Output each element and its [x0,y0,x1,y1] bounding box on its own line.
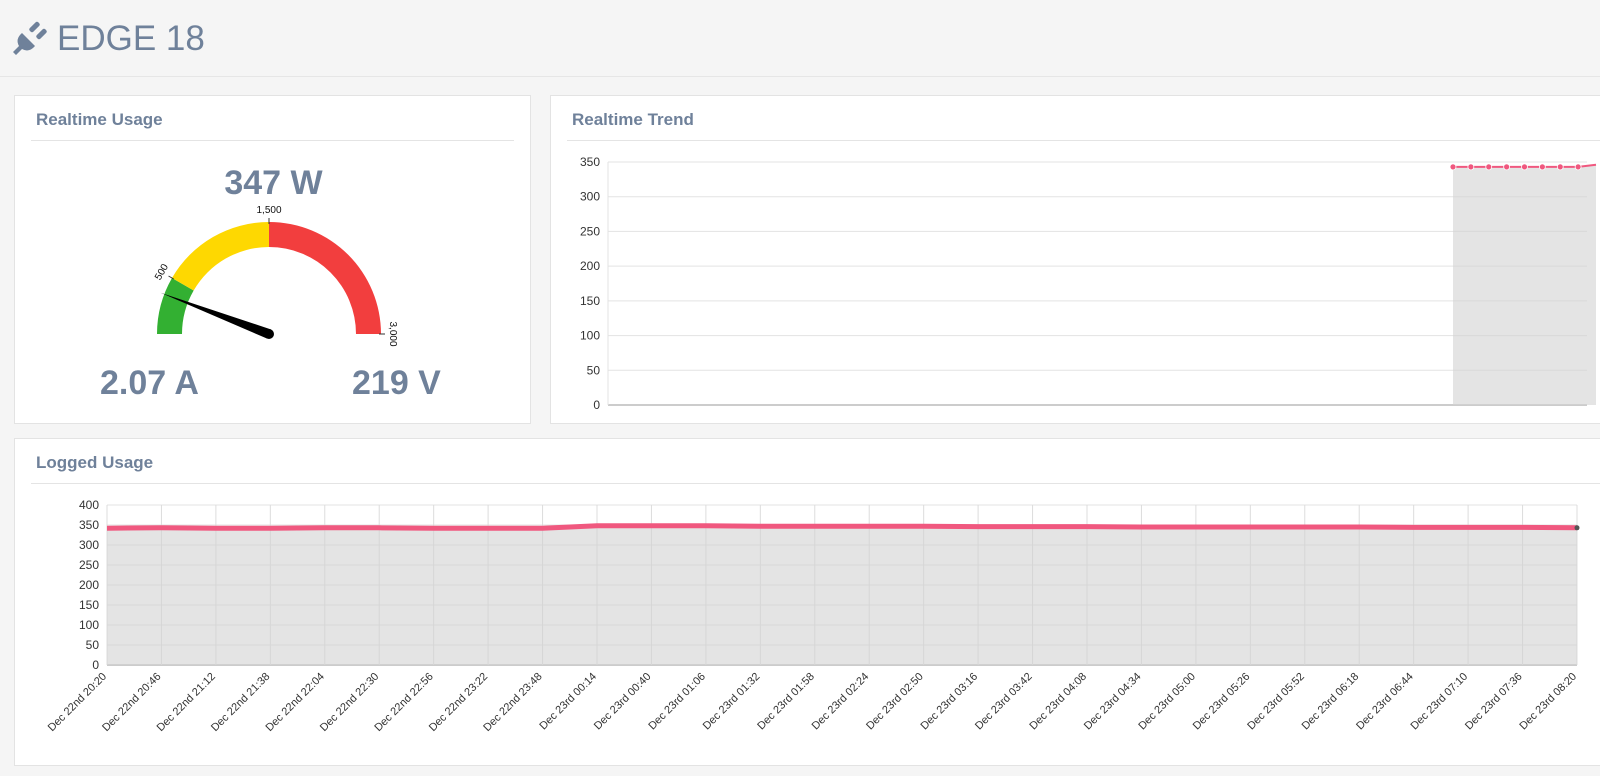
data-point [1485,163,1493,171]
x-tick-label: Dec 22nd 21:38 [209,671,272,734]
x-tick-label: Dec 23rd 02:50 [864,671,926,733]
data-point [1521,163,1528,171]
y-tick-label: 150 [580,294,600,308]
gauge-needle-hub [264,329,274,339]
x-tick-label: Dec 23rd 01:06 [646,671,708,733]
data-point [1449,163,1457,171]
realtime-usage-title: Realtime Usage [36,110,163,129]
divider [567,140,1600,141]
gauge-band-1 [172,222,269,291]
x-tick-label: Dec 22nd 22:56 [372,671,435,734]
gauge-needle [160,292,271,339]
y-tick-label: 300 [79,538,99,552]
x-tick-label: Dec 22nd 20:20 [46,671,109,734]
y-tick-label: 0 [92,658,99,672]
y-tick-label: 250 [580,224,600,238]
realtime-trend-panel: Realtime Trend 0 50 100 150 200 250 300 350 [550,95,1600,424]
area-fill [1453,164,1596,405]
x-tick-label: Dec 23rd 06:44 [1354,671,1416,733]
realtime-trend-chart: 0 50 100 150 200 250 300 350 [580,155,1597,412]
logged-usage-title: Logged Usage [36,453,154,472]
gauge-band-2 [269,222,381,334]
realtime-usage-panel: Realtime Usage 347 W 500 1,500 3,000 2.07 … [14,95,531,424]
x-tick-label: Dec 22nd 20:46 [100,671,163,734]
data-point [1556,163,1564,171]
plug-icon [13,21,47,55]
x-tick-label: Dec 23rd 01:32 [701,671,763,733]
x-tick-label: Dec 22nd 23:22 [427,671,490,734]
x-tick-label: Dec 23rd 00:14 [537,671,599,733]
x-tick-label: Dec 23rd 05:00 [1136,671,1198,733]
y-tick-label: 350 [79,518,99,532]
y-tick-label: 250 [79,558,99,572]
x-tick-label: Dec 23rd 04:34 [1082,671,1144,733]
x-tick-label: Dec 23rd 05:26 [1191,671,1253,733]
x-tick-label: Dec 23rd 06:18 [1300,671,1362,733]
x-tick-label: Dec 23rd 07:36 [1463,671,1525,733]
x-tick-label: Dec 22nd 23:48 [481,671,544,734]
x-tick-label: Dec 23rd 03:42 [973,671,1035,733]
data-point [1538,163,1546,171]
x-tick-label: Dec 22nd 21:12 [155,671,218,734]
y-tick-label: 400 [79,498,99,512]
gauge-tick-label: 3,000 [387,321,398,346]
realtime-trend-title: Realtime Trend [572,110,694,129]
page-header: EDGE 18 [0,0,1600,77]
y-tick-label: 150 [79,598,99,612]
power-readout: 347 W [224,164,323,202]
y-tick-label: 100 [79,618,99,632]
gauge-tick-label: 500 [153,262,171,282]
y-tick-label: 100 [580,329,600,343]
x-tick-label: Dec 23rd 07:10 [1409,671,1471,733]
data-point [1574,163,1582,171]
x-tick-label: Dec 23rd 04:08 [1027,671,1089,733]
power-gauge: 500 1,500 3,000 [153,205,398,347]
y-tick-label: 350 [580,155,600,169]
x-tick-label: Dec 22nd 22:30 [318,671,381,734]
y-tick-label: 300 [580,190,600,204]
data-point [1503,163,1511,171]
logged-usage-panel: Logged Usage 0 50 100 150 200 250 300 350 400 Dec… [14,438,1600,766]
x-tick-label: Dec 23rd 02:24 [810,671,872,733]
gauge-tick-label: 1,500 [256,205,281,216]
y-tick-label: 0 [593,398,600,412]
voltage-readout: 219 V [352,364,441,402]
y-tick-label: 200 [79,578,99,592]
area-fill [107,525,1577,665]
x-tick-label: Dec 23rd 00:40 [592,671,654,733]
y-tick-label: 200 [580,259,600,273]
x-tick-label: Dec 23rd 08:20 [1517,671,1579,733]
page-title: EDGE 18 [57,19,205,58]
gauge-band-0 [157,278,194,334]
divider [31,483,1600,484]
data-point-end [1574,525,1580,531]
x-tick-label: Dec 22nd 22:04 [263,671,326,734]
gauge-tick [168,275,174,280]
y-tick-label: 50 [86,638,100,652]
data-point [1467,163,1475,171]
y-tick-label: 50 [587,363,601,377]
series-line [106,523,1578,531]
x-tick-label: Dec 23rd 05:52 [1245,671,1307,733]
x-tick-label: Dec 23rd 01:58 [755,671,817,733]
x-tick-label: Dec 23rd 03:16 [919,671,981,733]
current-readout: 2.07 A [100,364,199,402]
divider [31,140,514,141]
